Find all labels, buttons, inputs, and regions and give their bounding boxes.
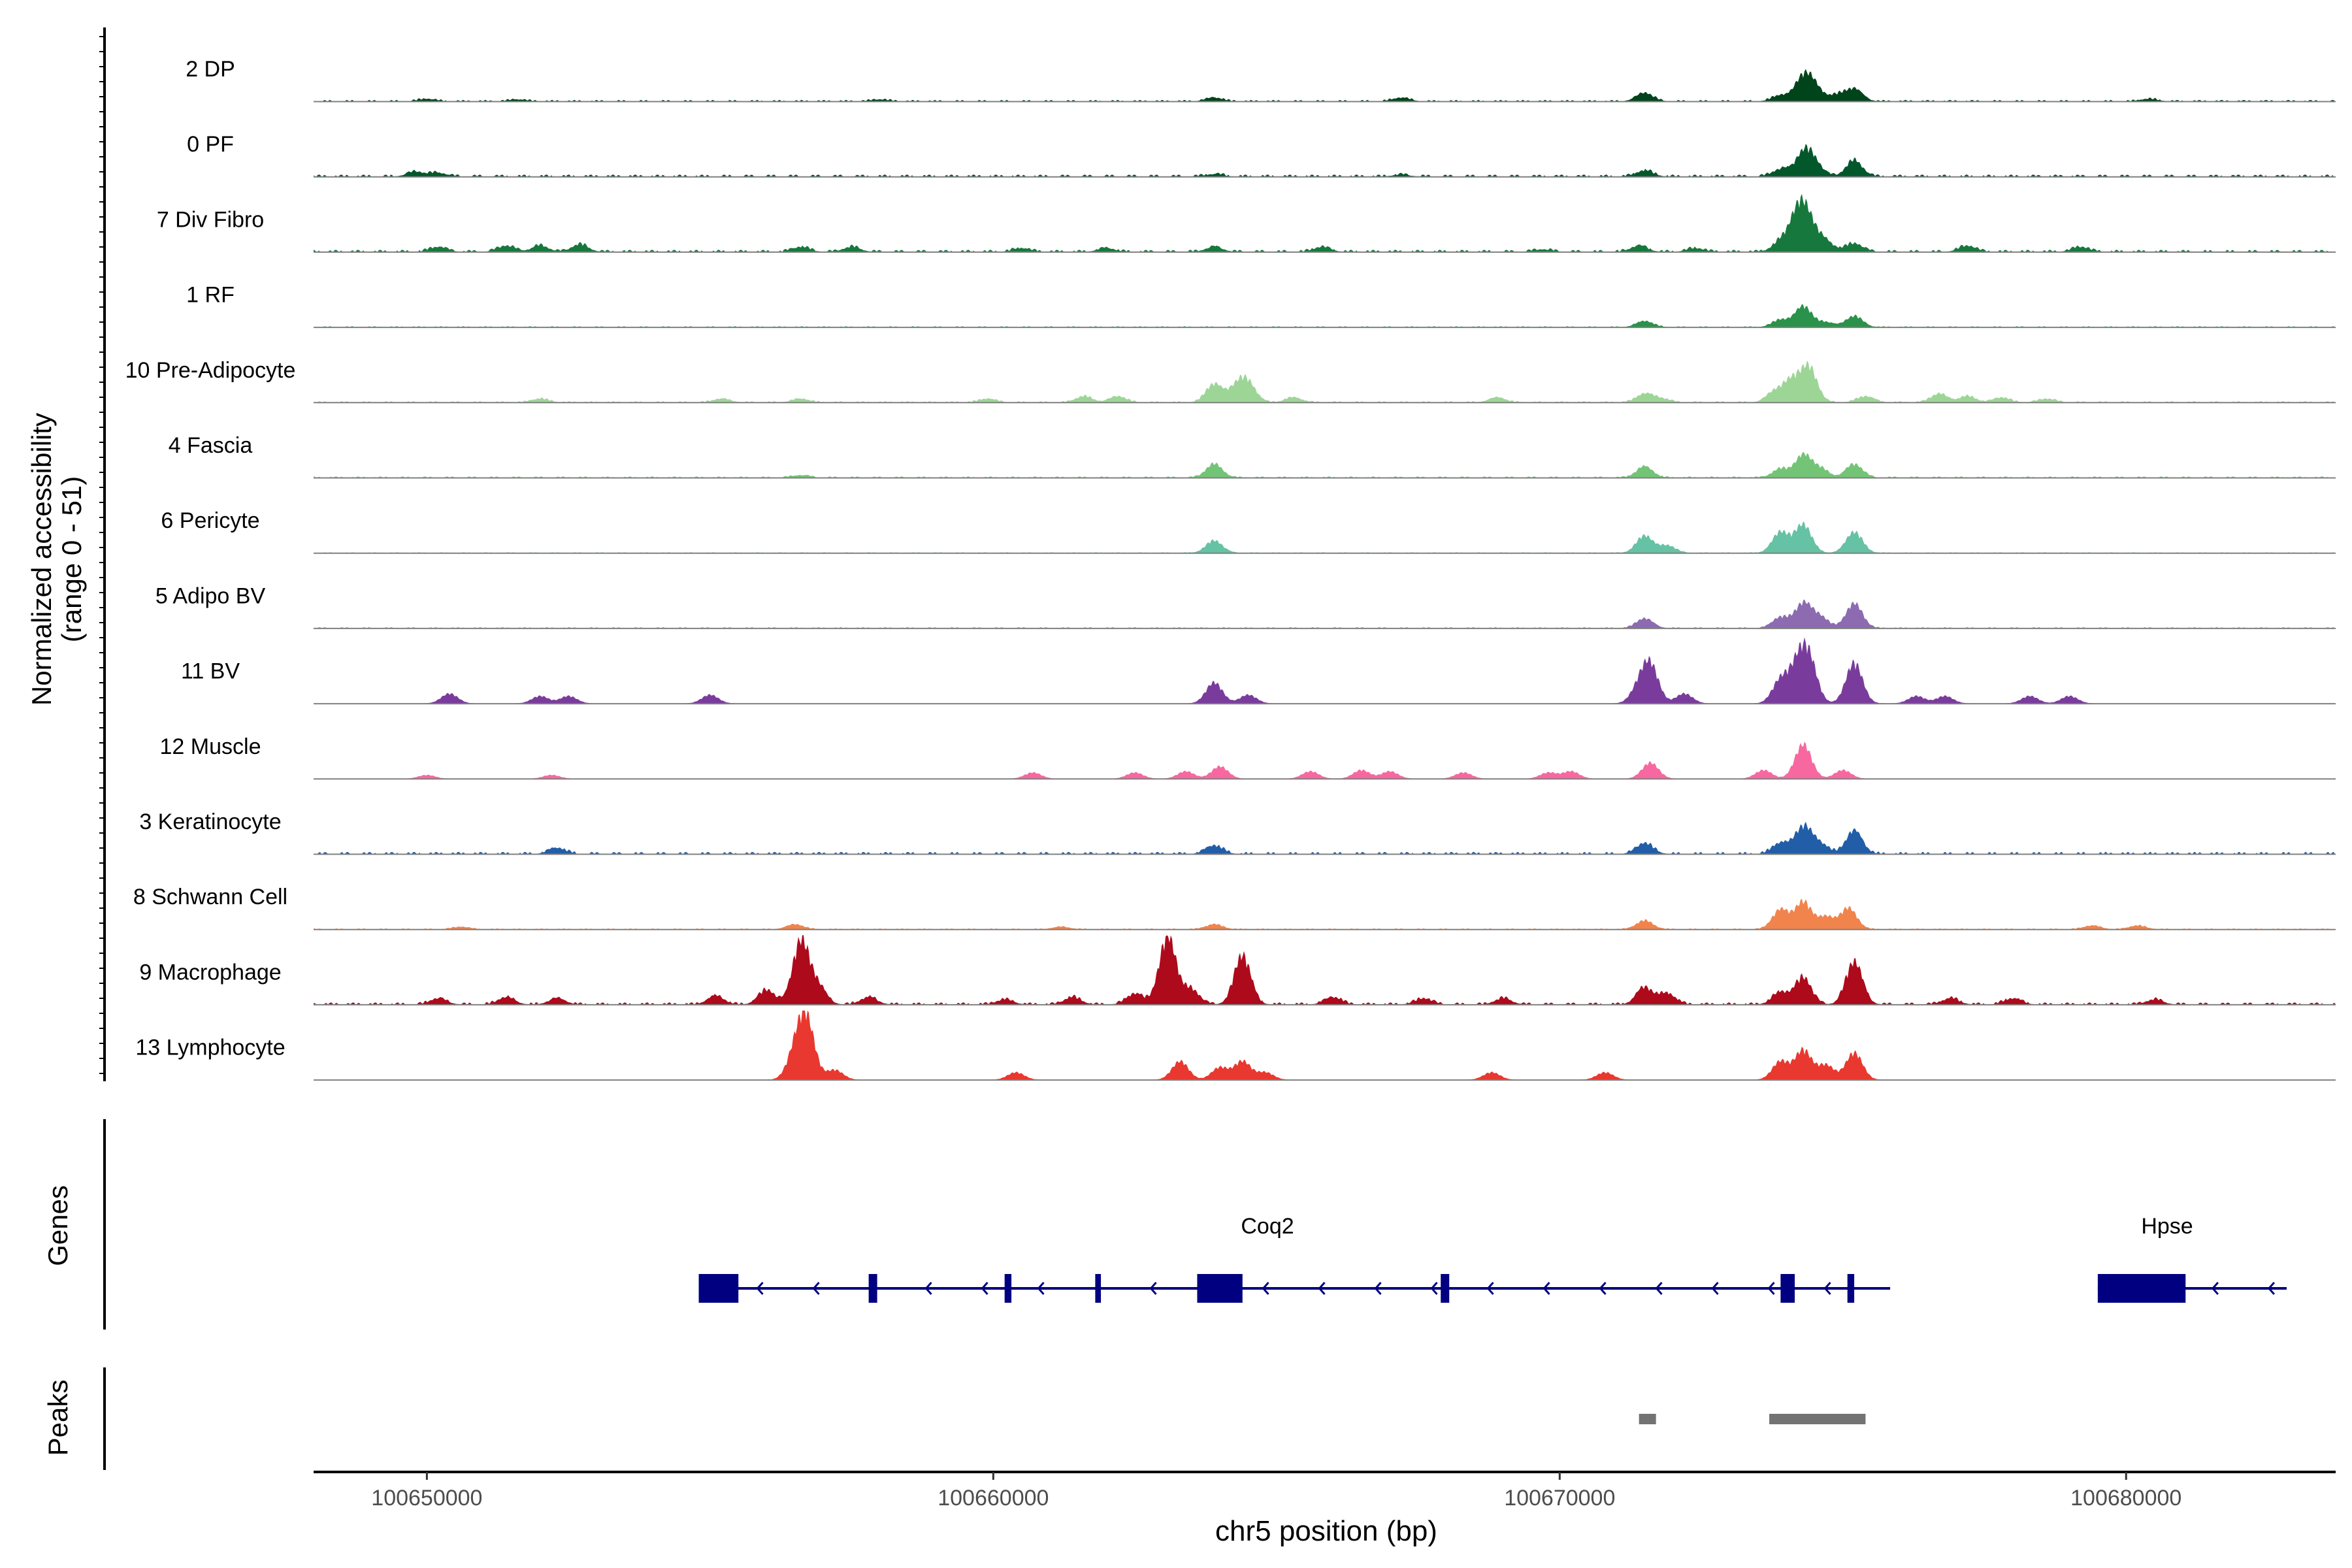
strand-chevron	[1599, 1282, 1607, 1295]
gene-exon	[1441, 1274, 1450, 1303]
x-tick-label: 100660000	[938, 1486, 1049, 1511]
track-label: 10 Pre-Adipocyte	[125, 358, 296, 383]
strand-chevron	[756, 1282, 764, 1295]
track-10-coverage-area	[314, 742, 2336, 779]
track-4: 1 RF	[186, 283, 2336, 329]
gene-exon	[1095, 1274, 1102, 1303]
strand-chevron	[924, 1282, 932, 1295]
track-8-coverage-area	[314, 599, 2336, 629]
x-axis-label: chr5 position (bp)	[1215, 1515, 1437, 1547]
strand-chevron	[1374, 1282, 1382, 1295]
strand-chevron	[2267, 1282, 2276, 1295]
strand-chevron	[1149, 1282, 1157, 1295]
track-label: 13 Lymphocyte	[135, 1036, 285, 1060]
track-7-coverage-area	[314, 521, 2336, 553]
track-label: 8 Schwann Cell	[133, 885, 287, 909]
y-axis-label-line1: Normalized accessibility	[26, 413, 57, 706]
gene-exon	[868, 1274, 877, 1303]
strand-chevron	[1711, 1282, 1719, 1295]
track-label: 3 Keratinocyte	[139, 809, 281, 834]
gene-name-label: Coq2	[1241, 1214, 1294, 1239]
track-1: 2 DP	[186, 57, 2336, 103]
strand-chevron	[1655, 1282, 1663, 1295]
track-7: 6 Pericyte	[161, 508, 2336, 554]
coverage-tracks: 2 DP 0 PF 7 Div Fibro 1 RF 10 Pre-Adipocyte 4…	[125, 57, 2336, 1081]
gene-name-label: Hpse	[2141, 1214, 2193, 1239]
track-4-coverage-area	[314, 304, 2336, 327]
peak-track	[1639, 1414, 1866, 1424]
track-6: 4 Fascia	[169, 433, 2336, 479]
gene-track: Coq2 Hpse	[698, 1214, 2287, 1303]
track-label: 12 Muscle	[160, 734, 261, 759]
track-label: 7 Div Fibro	[157, 207, 264, 232]
track-8: 5 Adipo BV	[155, 583, 2336, 629]
track-1-coverage-area	[314, 69, 2336, 101]
gene-coq2: Coq2	[698, 1214, 1891, 1303]
track-label: 4 Fascia	[169, 433, 253, 458]
gene-exon	[1847, 1274, 1855, 1303]
track-label: 2 DP	[186, 57, 235, 82]
track-label: 6 Pericyte	[161, 508, 259, 533]
track-label: 1 RF	[186, 283, 235, 308]
gene-exon	[2097, 1274, 2186, 1303]
peaks-panel-label: Peaks	[42, 1380, 73, 1456]
strand-chevron	[1430, 1282, 1438, 1295]
track-10: 12 Muscle	[160, 734, 2336, 780]
gene-exon	[1780, 1274, 1795, 1303]
gene-hpse: Hpse	[2097, 1214, 2287, 1303]
y-axis-label-line2: (range 0 - 51)	[56, 476, 87, 642]
track-14: 13 Lymphocyte	[135, 1010, 2336, 1081]
track-12: 8 Schwann Cell	[133, 885, 2336, 930]
track-label: 11 BV	[181, 659, 240, 684]
peak-region	[1639, 1414, 1656, 1424]
strand-chevron	[1543, 1282, 1550, 1295]
strand-chevron	[981, 1282, 988, 1295]
track-9-coverage-area	[314, 637, 2336, 704]
track-9: 11 BV	[181, 637, 2336, 705]
x-tick-label: 100650000	[371, 1486, 482, 1511]
strand-chevron	[812, 1282, 820, 1295]
track-3-coverage-area	[314, 193, 2336, 252]
genes-panel-label: Genes	[42, 1185, 73, 1266]
track-2: 0 PF	[187, 132, 2336, 178]
peak-region	[1769, 1414, 1866, 1424]
strand-chevron	[1823, 1282, 1831, 1295]
track-5-coverage-area	[314, 360, 2336, 402]
track-11: 3 Keratinocyte	[139, 809, 2336, 855]
track-13-coverage-area	[314, 935, 2336, 1005]
gene-exon	[1004, 1274, 1012, 1303]
track-2-coverage-area	[314, 144, 2336, 177]
x-tick-label: 100680000	[2070, 1486, 2181, 1511]
strand-chevron	[1318, 1282, 1326, 1295]
track-3: 7 Div Fibro	[157, 193, 2336, 253]
track-label: 0 PF	[187, 132, 234, 157]
strand-chevron	[2211, 1282, 2219, 1295]
track-label: 5 Adipo BV	[155, 583, 266, 608]
track-11-coverage-area	[314, 821, 2336, 854]
axes: 100650000 100660000 100670000 100680000	[99, 27, 2336, 1511]
x-tick-label: 100670000	[1504, 1486, 1615, 1511]
gene-exon	[1197, 1274, 1243, 1303]
track-6-coverage-area	[314, 451, 2336, 478]
track-5: 10 Pre-Adipocyte	[125, 358, 2336, 404]
strand-chevron	[1486, 1282, 1494, 1295]
track-13: 9 Macrophage	[139, 935, 2336, 1005]
gene-exon	[698, 1274, 739, 1303]
strand-chevron	[1037, 1282, 1045, 1295]
track-12-coverage-area	[314, 899, 2336, 930]
strand-chevron	[1262, 1282, 1269, 1295]
track-label: 9 Macrophage	[139, 960, 281, 985]
strand-chevron	[1767, 1282, 1775, 1295]
track-14-coverage-area	[314, 1010, 2336, 1080]
